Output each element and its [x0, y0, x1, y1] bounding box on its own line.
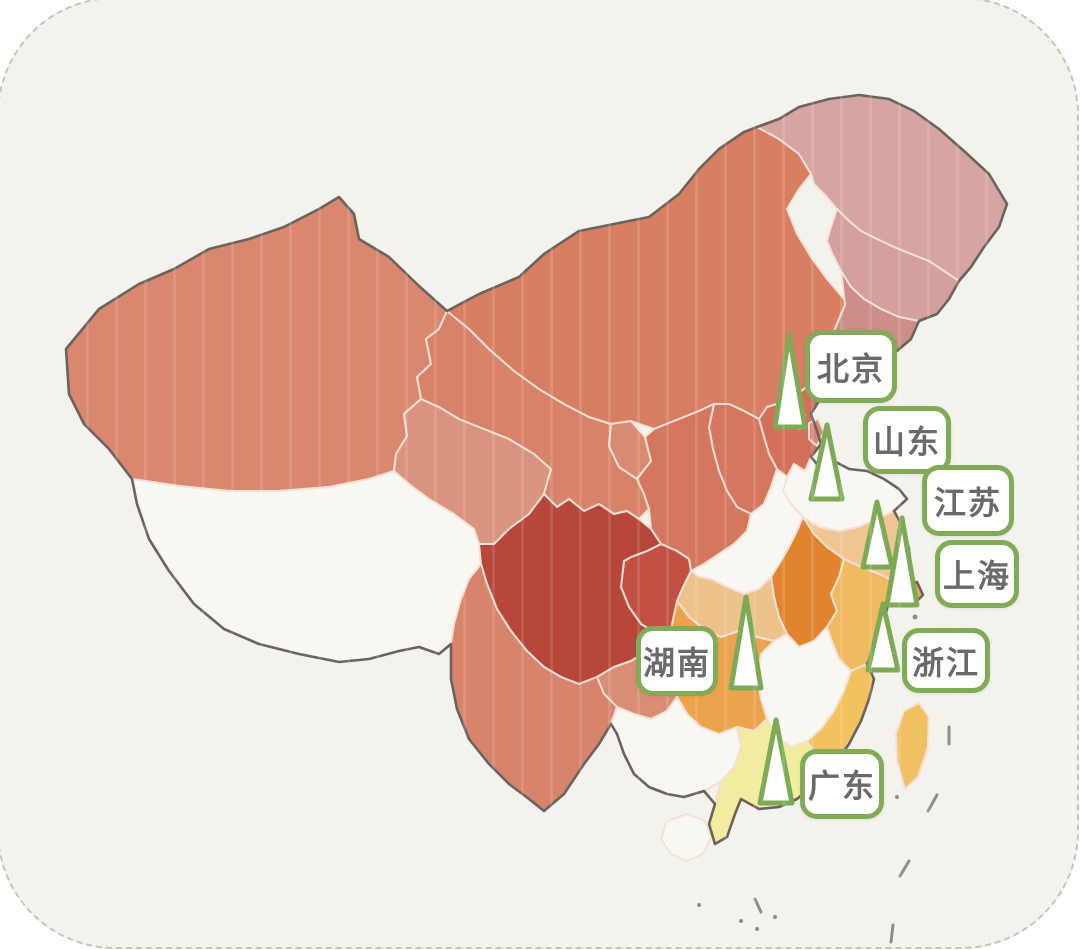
callout-hunan: 湖南 — [636, 626, 718, 696]
islet — [773, 915, 777, 919]
spike-hunan — [728, 594, 764, 691]
spike-beijing — [772, 332, 808, 430]
callout-shanghai-label: 上海 — [942, 558, 1011, 594]
islet — [755, 927, 759, 931]
spike-zhejiang — [865, 601, 901, 673]
sea-dash-line — [753, 725, 951, 944]
dash-segment — [753, 897, 763, 914]
dash-segment — [926, 793, 939, 813]
province-xinjiang — [65, 196, 448, 492]
spike-guangdong — [757, 717, 795, 806]
callout-beijing: 北京 — [805, 330, 897, 403]
province-hainan — [660, 813, 712, 862]
callout-shanghai: 上海 — [935, 540, 1019, 608]
callout-zhejiang: 浙江 — [902, 628, 990, 693]
spike-shandong — [808, 422, 845, 502]
islet — [697, 903, 701, 907]
country-outline — [64, 93, 1009, 846]
spike-markers — [728, 332, 920, 806]
islet — [912, 614, 918, 620]
callout-shandong: 山东 — [863, 406, 951, 474]
callout-jiangsu: 江苏 — [922, 465, 1014, 536]
callout-shandong-label: 山东 — [872, 424, 941, 460]
callout-zhejiang-label: 浙江 — [911, 644, 980, 681]
callout-hunan-label: 湖南 — [642, 645, 711, 681]
province-taiwan — [895, 702, 930, 790]
spike-shanghai — [884, 515, 920, 608]
spike-jiangsu — [860, 499, 895, 570]
callout-guangdong-label: 广东 — [807, 768, 876, 804]
dash-segment — [889, 923, 895, 944]
callout-jiangsu-label: 江苏 — [933, 484, 1002, 521]
islet — [895, 795, 899, 799]
dash-segment — [898, 859, 911, 878]
callout-beijing-label: 北京 — [816, 350, 885, 387]
provinces-layer — [65, 94, 1008, 862]
callout-guangdong: 广东 — [800, 749, 884, 819]
islet — [739, 919, 743, 923]
